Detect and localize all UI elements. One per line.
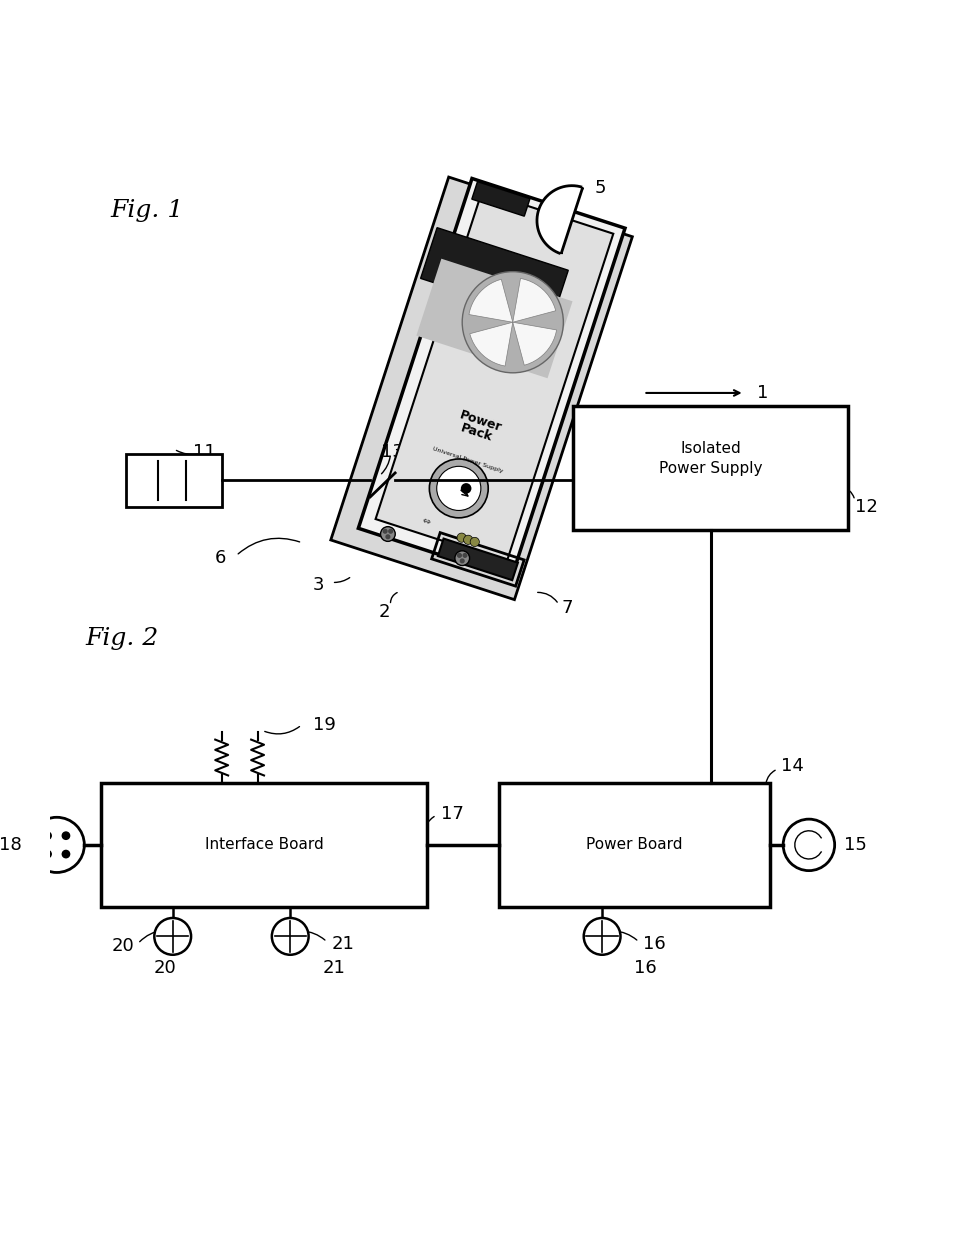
Text: 18: 18 [0, 836, 21, 853]
Circle shape [583, 918, 620, 955]
Circle shape [783, 819, 835, 871]
Text: 16: 16 [634, 960, 657, 977]
Circle shape [455, 551, 469, 565]
Polygon shape [438, 539, 518, 580]
Text: 14: 14 [781, 757, 805, 776]
Circle shape [461, 559, 464, 563]
Circle shape [457, 533, 467, 543]
Text: 21: 21 [322, 960, 345, 977]
Text: 16: 16 [644, 935, 666, 952]
Circle shape [29, 817, 85, 872]
Bar [499, 783, 770, 907]
Text: 15: 15 [843, 836, 867, 853]
Text: 6: 6 [214, 550, 226, 568]
Text: Fig. 2: Fig. 2 [86, 626, 159, 649]
Circle shape [461, 484, 471, 494]
Circle shape [272, 918, 309, 955]
Text: ⇔: ⇔ [421, 515, 431, 528]
Text: 21: 21 [331, 935, 355, 952]
Polygon shape [331, 177, 632, 600]
Circle shape [436, 466, 481, 510]
Text: 17: 17 [441, 804, 464, 823]
Polygon shape [537, 185, 582, 254]
Text: Fig. 1: Fig. 1 [110, 199, 183, 222]
Polygon shape [468, 279, 512, 322]
Circle shape [464, 535, 472, 544]
Circle shape [154, 918, 191, 955]
Text: 5: 5 [594, 179, 606, 197]
Text: 20: 20 [111, 936, 134, 955]
Text: 20: 20 [154, 960, 176, 977]
Bar [573, 406, 848, 530]
Circle shape [430, 459, 488, 517]
Polygon shape [469, 322, 512, 366]
Circle shape [44, 832, 52, 840]
Text: 7: 7 [561, 599, 573, 618]
Polygon shape [416, 258, 573, 378]
Circle shape [463, 272, 563, 373]
Text: 1: 1 [757, 383, 768, 402]
Text: Universal Power Supply: Universal Power Supply [432, 446, 504, 474]
Polygon shape [512, 278, 556, 322]
Polygon shape [421, 228, 568, 321]
Circle shape [470, 538, 479, 546]
Polygon shape [376, 192, 614, 561]
Circle shape [389, 530, 393, 533]
Text: 12: 12 [855, 497, 878, 516]
Circle shape [464, 554, 467, 558]
Text: 2: 2 [378, 603, 390, 620]
Text: Power Board: Power Board [586, 837, 683, 852]
Text: Interface Board: Interface Board [205, 837, 323, 852]
Circle shape [44, 851, 52, 858]
Text: Power
Pack: Power Pack [454, 408, 504, 446]
Circle shape [381, 526, 395, 541]
Polygon shape [512, 322, 556, 365]
Circle shape [62, 832, 69, 840]
Text: Isolated
Power Supply: Isolated Power Supply [658, 441, 763, 476]
Circle shape [386, 535, 390, 539]
Circle shape [458, 554, 462, 558]
Text: 19: 19 [313, 715, 336, 734]
Bar [101, 783, 428, 907]
Circle shape [384, 530, 387, 533]
Text: 4: 4 [641, 406, 652, 424]
Text: 11: 11 [193, 442, 215, 461]
Text: 3: 3 [313, 576, 324, 594]
Circle shape [62, 851, 69, 858]
Bar [126, 454, 222, 507]
Polygon shape [471, 182, 530, 217]
Polygon shape [358, 178, 625, 578]
Text: 13: 13 [382, 442, 404, 461]
